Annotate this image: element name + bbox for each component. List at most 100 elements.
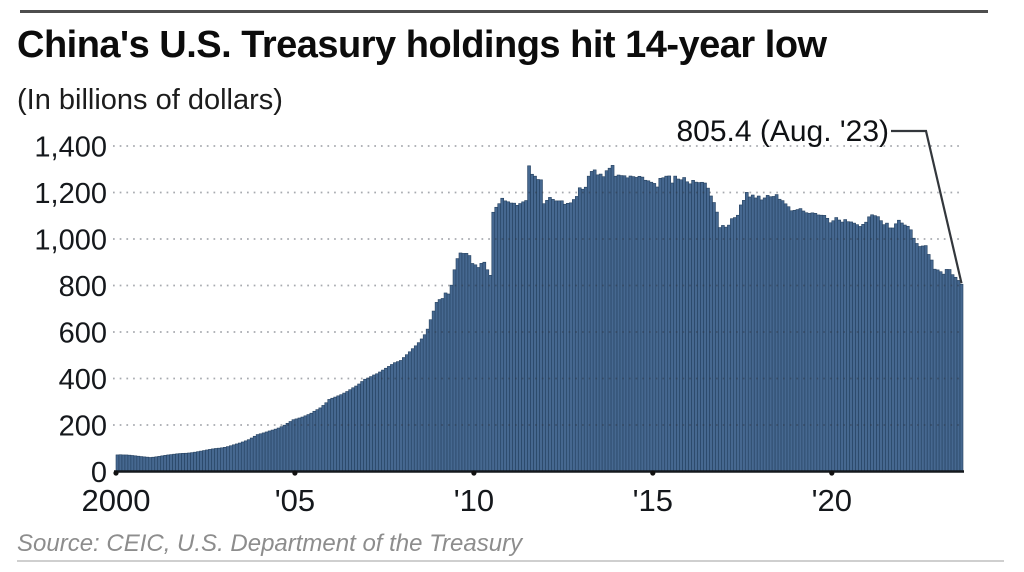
- bar: [237, 442, 242, 472]
- bar: [956, 280, 961, 472]
- x-axis-label: '05: [275, 483, 315, 518]
- bar: [357, 383, 361, 472]
- bar: [273, 428, 278, 472]
- bar: [858, 226, 862, 472]
- bar: [703, 182, 707, 472]
- bar: [622, 175, 627, 472]
- bar: [643, 179, 648, 472]
- bar: [482, 261, 487, 472]
- bar: [297, 417, 302, 472]
- bar: [607, 167, 612, 472]
- x-axis-tick-dot: [829, 470, 835, 476]
- bar: [312, 410, 317, 472]
- bar: [759, 199, 764, 472]
- bar: [545, 200, 549, 472]
- bar: [959, 283, 964, 472]
- bar: [157, 456, 162, 472]
- bar: [897, 219, 901, 472]
- y-axis-label: 200: [59, 411, 107, 443]
- bar: [831, 220, 836, 472]
- bar: [667, 175, 672, 472]
- bar: [646, 180, 651, 472]
- x-axis-label: '15: [633, 483, 673, 518]
- bar: [127, 454, 132, 472]
- bar: [676, 178, 680, 472]
- bar: [801, 210, 806, 472]
- bar: [404, 354, 409, 472]
- bar: [551, 199, 555, 472]
- bar: [554, 200, 558, 472]
- y-axis-label: 1,000: [34, 225, 107, 257]
- bar: [539, 179, 543, 472]
- bar: [739, 204, 743, 472]
- bar: [148, 457, 153, 472]
- bar: [399, 360, 403, 472]
- bar: [572, 199, 576, 472]
- bar: [142, 456, 147, 472]
- bar: [873, 215, 877, 472]
- bar: [569, 202, 573, 472]
- bar: [419, 338, 424, 472]
- bar: [249, 437, 254, 472]
- bar: [327, 399, 332, 472]
- bar: [953, 276, 958, 472]
- bar: [360, 381, 364, 472]
- bar: [455, 258, 460, 472]
- bar: [196, 451, 200, 472]
- y-axis-label: 1,400: [34, 132, 107, 164]
- bar: [715, 211, 719, 472]
- bar: [592, 169, 597, 472]
- bar: [625, 177, 630, 472]
- bar: [574, 196, 579, 472]
- bar: [309, 412, 314, 472]
- bar: [768, 196, 773, 472]
- bar: [446, 293, 451, 472]
- bar: [390, 364, 394, 472]
- bar: [813, 213, 818, 472]
- bar: [345, 391, 349, 472]
- bar: [577, 187, 582, 472]
- bar: [616, 174, 621, 472]
- bar: [232, 444, 236, 472]
- bar: [685, 181, 689, 472]
- bar: [333, 396, 337, 472]
- bar: [634, 177, 639, 472]
- bar: [774, 194, 779, 472]
- bar: [407, 351, 412, 472]
- bar: [861, 224, 865, 472]
- bar: [133, 455, 138, 472]
- bar: [580, 188, 585, 472]
- bar: [604, 170, 609, 472]
- bar: [452, 269, 457, 472]
- source-credit: Source: CEIC, U.S. Department of the Tre…: [17, 530, 523, 557]
- bar: [840, 221, 844, 472]
- x-axis-tick-dot: [471, 470, 477, 476]
- bar: [220, 447, 224, 472]
- annotation-label: 805.4 (Aug. '23): [676, 115, 889, 148]
- bar: [750, 194, 755, 472]
- bar: [536, 179, 540, 472]
- y-axis-label: 600: [59, 318, 107, 350]
- bar: [190, 452, 194, 472]
- bar: [926, 254, 931, 472]
- bar: [428, 319, 433, 472]
- bar: [789, 210, 794, 472]
- bar: [282, 424, 287, 472]
- bar: [354, 385, 358, 472]
- bar: [935, 269, 940, 472]
- bar: [306, 414, 311, 472]
- bar: [867, 216, 871, 472]
- bar: [425, 328, 430, 472]
- bar: [330, 397, 335, 472]
- bar: [557, 200, 561, 472]
- bar: [741, 200, 746, 472]
- bar: [888, 227, 892, 472]
- bar: [121, 454, 126, 472]
- bar: [279, 426, 284, 472]
- bar: [267, 430, 272, 472]
- bar: [882, 224, 886, 472]
- bar: [837, 219, 842, 472]
- bar: [315, 409, 320, 472]
- bar: [402, 357, 406, 472]
- bar: [396, 361, 400, 472]
